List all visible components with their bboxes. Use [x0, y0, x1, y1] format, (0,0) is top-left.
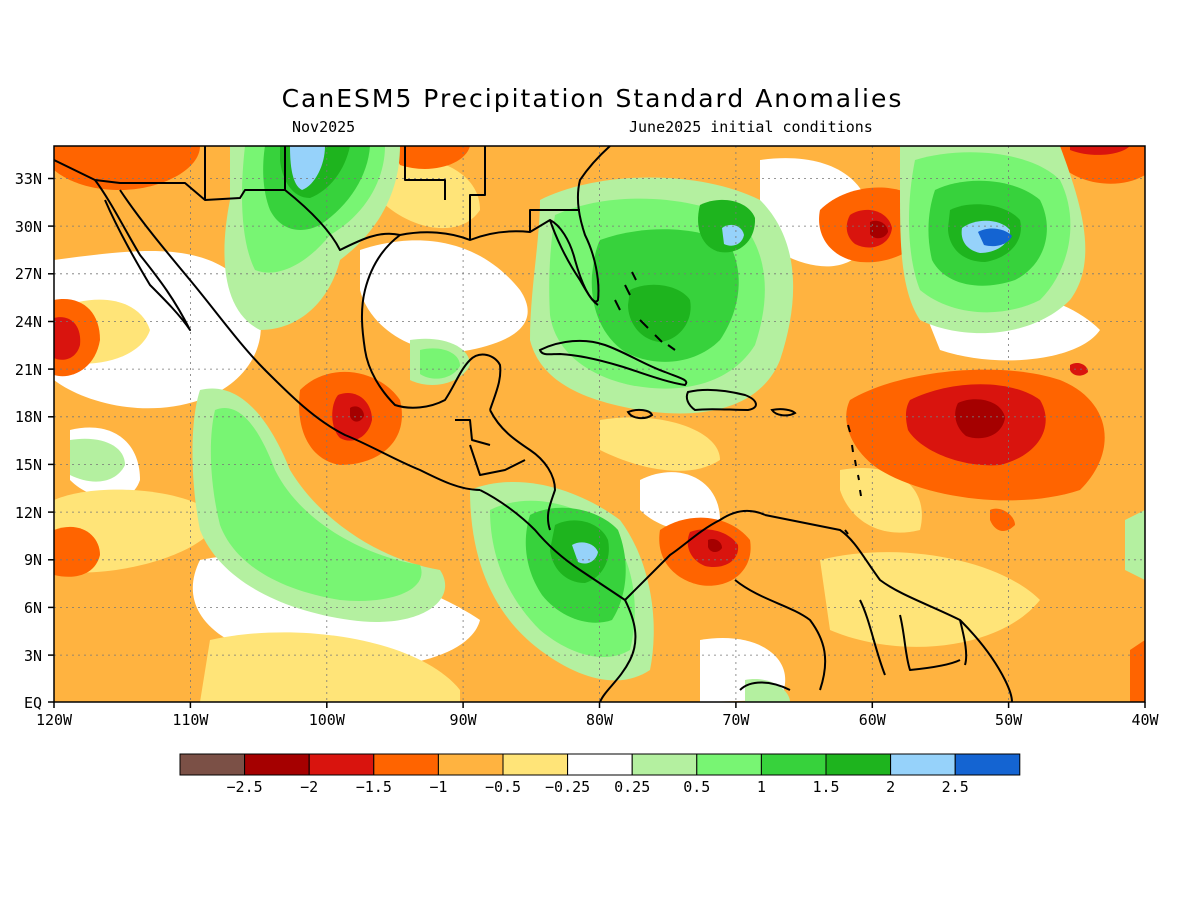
colorbar-label: 2.5: [942, 778, 969, 796]
colorbar: [179, 753, 1021, 776]
lon-label: 60W: [859, 711, 887, 729]
lat-label: 24N: [15, 313, 42, 331]
colorbar-swatch: [244, 753, 310, 776]
colorbar-label: −0.5: [485, 778, 521, 796]
forecast-month: Nov2025: [292, 118, 356, 136]
colorbar-swatch: [502, 753, 569, 776]
lat-label: 18N: [15, 408, 42, 426]
colorbar-label: 1.5: [812, 778, 839, 796]
lon-label: 90W: [450, 711, 478, 729]
lon-label: 110W: [172, 711, 209, 729]
lon-label: 120W: [36, 711, 73, 729]
colorbar-swatch: [437, 753, 504, 776]
lat-label: 30N: [15, 218, 42, 236]
lat-label: 27N: [15, 265, 42, 283]
lon-labels: 120W 110W 100W 90W 80W 70W 60W 50W 40W: [36, 711, 1160, 729]
colorbar-swatch: [954, 753, 1021, 776]
colorbar-label: 2: [886, 778, 895, 796]
lat-label: 9N: [24, 551, 42, 569]
lon-label: 50W: [995, 711, 1023, 729]
lon-label: 40W: [1131, 711, 1159, 729]
anomaly-field: [54, 146, 1145, 702]
lat-label: 6N: [24, 599, 42, 617]
colorbar-swatch: [179, 753, 246, 776]
caribbean-islands: [538, 271, 862, 535]
colorbar-labels: −2.5 −2 −1.5 −1 −0.5 −0.25 0.25 0.5 1 1.5 2 2.5: [227, 778, 969, 796]
colorbar-swatch: [373, 753, 439, 776]
lon-label: 80W: [586, 711, 614, 729]
lat-label: 15N: [15, 456, 42, 474]
initial-conditions: June2025 initial conditions: [629, 118, 873, 136]
colorbar-swatch: [760, 753, 827, 776]
colorbar-label: −1.5: [356, 778, 392, 796]
colorbar-label: 0.25: [614, 778, 650, 796]
colorbar-label: −2.5: [227, 778, 263, 796]
lat-label: EQ: [24, 694, 42, 712]
lon-label: 70W: [722, 711, 750, 729]
chart-title: CanESM5 Precipitation Standard Anomalies: [281, 84, 904, 113]
colorbar-swatch: [567, 753, 633, 776]
colorbar-swatch: [825, 753, 892, 776]
lat-label: 21N: [15, 361, 42, 379]
lat-label: 33N: [15, 170, 42, 188]
axis-ticks: [48, 177, 1146, 708]
colorbar-swatch: [308, 753, 375, 776]
colorbar-label: −0.25: [545, 778, 590, 796]
colorbar-label: −2: [300, 778, 318, 796]
lon-label: 100W: [309, 711, 346, 729]
lat-labels: 33N 30N 27N 24N 21N 18N 15N 12N 9N 6N 3N…: [15, 170, 42, 712]
lat-label: 3N: [24, 647, 42, 665]
colorbar-label: 1: [757, 778, 766, 796]
colorbar-swatch: [631, 753, 698, 776]
colorbar-swatch: [696, 753, 762, 776]
colorbar-label: 0.5: [683, 778, 710, 796]
colorbar-label: −1: [429, 778, 447, 796]
lat-label: 12N: [15, 504, 42, 522]
coastlines: [54, 146, 1013, 702]
colorbar-swatch: [890, 753, 956, 776]
